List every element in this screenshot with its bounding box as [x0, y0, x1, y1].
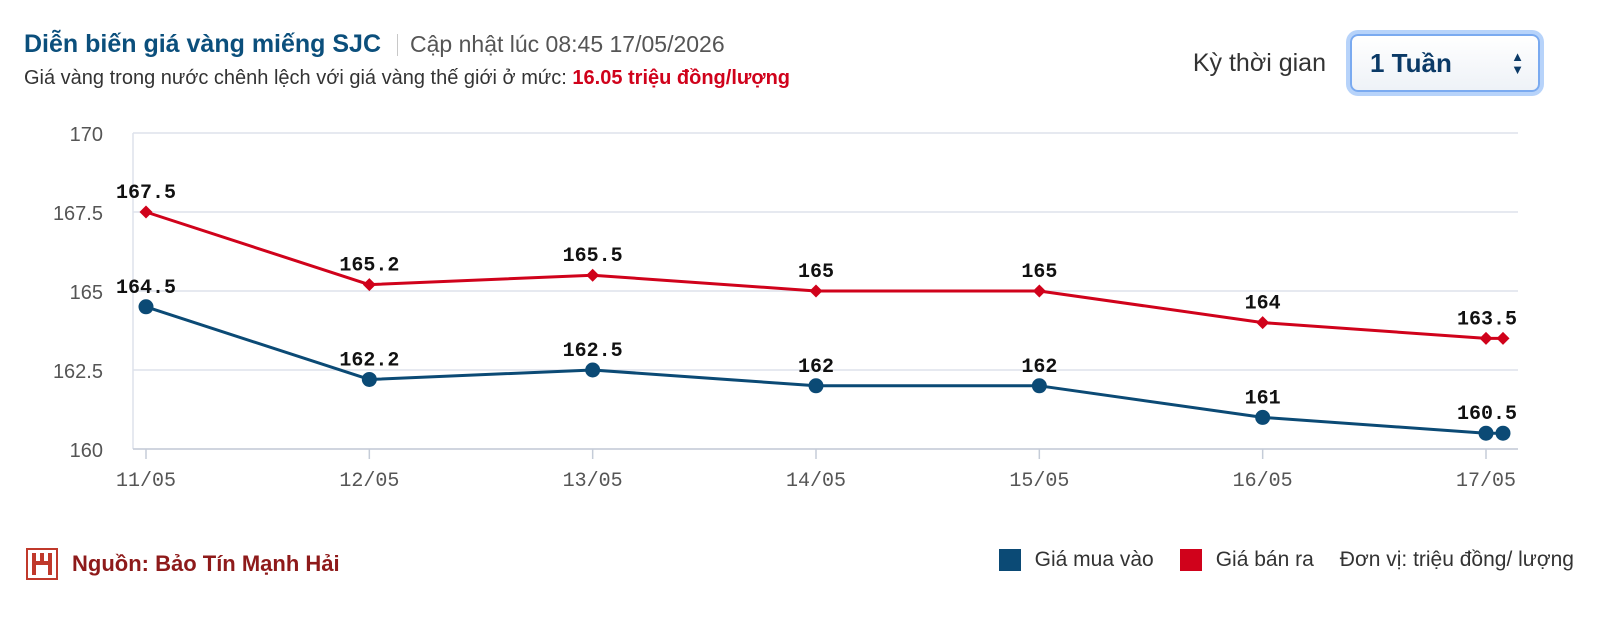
x-tick-label: 11/05 — [116, 470, 176, 493]
x-tick-label: 12/05 — [339, 470, 399, 493]
period-select[interactable]: 1 Tuần ▲ ▼ — [1350, 34, 1540, 92]
data-label-buy: 161 — [1245, 387, 1281, 410]
data-point-buy — [1478, 425, 1494, 441]
data-label-buy: 162 — [1021, 356, 1057, 379]
data-point-buy — [1255, 409, 1271, 425]
data-point-buy — [808, 378, 824, 394]
legend-label-buy: Giá mua vào — [1034, 548, 1154, 571]
legend-label-sell: Giá bán ra — [1215, 548, 1314, 571]
unit-label: Đơn vị: triệu đồng/ lượng — [1339, 548, 1574, 571]
chart-legend: Giá mua vào Giá bán ra Đơn vị: triệu đồn… — [998, 548, 1574, 572]
data-point-sell — [139, 205, 153, 219]
updated-timestamp: Cập nhật lúc 08:45 17/05/2026 — [410, 31, 725, 57]
legend-swatch-sell — [1179, 549, 1202, 571]
source-block: Nguồn: Bảo Tín Mạnh Hải — [26, 548, 340, 580]
data-point-sell — [1496, 331, 1510, 345]
select-arrows-icon: ▲ ▼ — [1511, 49, 1524, 77]
series-line-buy — [145, 305, 1503, 435]
subtitle-value: 16.05 triệu đồng/lượng — [572, 67, 791, 89]
chart-title: Diễn biến giá vàng miếng SJC — [24, 30, 382, 58]
bao-tin-manh-hai-logo-icon — [26, 548, 58, 580]
data-label-buy: 162 — [798, 356, 834, 379]
legend-item-sell[interactable]: Giá bán ra — [1179, 548, 1314, 572]
chart-header: Diễn biến giá vàng miếng SJC Cập nhật lú… — [24, 30, 790, 90]
data-label-sell: 165.5 — [563, 245, 623, 268]
y-tick-label: 160 — [70, 440, 103, 462]
x-tick-label: 17/05 — [1456, 470, 1516, 493]
title-separator — [397, 33, 399, 56]
legend-item-buy[interactable]: Giá mua vào — [998, 548, 1154, 572]
data-point-buy — [361, 371, 377, 387]
data-point-sell — [362, 278, 376, 292]
data-label-buy: 162.5 — [563, 340, 623, 363]
data-label-sell: 164 — [1245, 293, 1281, 316]
data-label-sell: 165.2 — [339, 255, 399, 278]
data-label-buy: 164.5 — [116, 277, 176, 300]
source-text: Nguồn: Bảo Tín Mạnh Hải — [72, 551, 340, 576]
data-label-buy: 160.5 — [1457, 403, 1517, 426]
data-label-sell: 163.5 — [1457, 308, 1517, 331]
x-tick-label: 14/05 — [786, 470, 846, 493]
data-point-sell — [1479, 331, 1493, 345]
period-select-value: 1 Tuần — [1370, 47, 1452, 78]
series-line-sell — [145, 210, 1503, 340]
y-tick-label: 165 — [70, 282, 103, 304]
x-tick-label: 15/05 — [1009, 470, 1069, 493]
legend-swatch-buy — [998, 549, 1021, 571]
x-tick-label: 13/05 — [563, 470, 623, 493]
x-tick-label: 16/05 — [1233, 470, 1293, 493]
data-point-buy — [585, 362, 601, 378]
y-tick-label: 167.5 — [53, 203, 103, 225]
period-label: Kỳ thời gian — [1192, 48, 1326, 77]
subtitle: Giá vàng trong nước chênh lệch với giá v… — [24, 67, 790, 90]
data-point-sell — [1256, 316, 1270, 330]
data-point-buy — [1495, 425, 1511, 441]
y-tick-label: 170 — [70, 124, 103, 146]
data-label-buy: 162.2 — [339, 349, 399, 372]
period-control: Kỳ thời gian 1 Tuần ▲ ▼ — [1193, 34, 1540, 92]
data-label-sell: 167.5 — [116, 182, 176, 205]
data-label-sell: 165 — [1021, 261, 1057, 284]
data-label-sell: 165 — [798, 261, 834, 284]
subtitle-prefix: Giá vàng trong nước chênh lệch với giá v… — [24, 67, 567, 89]
price-chart: 160 162.5 165 167.5 170 11/05 12/05 13/05 14/05 1… — [53, 124, 1518, 493]
data-point-sell — [1032, 284, 1046, 298]
data-point-sell — [809, 284, 823, 298]
y-tick-label: 162.5 — [53, 361, 103, 383]
data-point-sell — [586, 268, 600, 282]
data-point-buy — [138, 299, 154, 315]
title-row: Diễn biến giá vàng miếng SJC Cập nhật lú… — [24, 30, 790, 59]
data-point-buy — [1031, 378, 1047, 394]
